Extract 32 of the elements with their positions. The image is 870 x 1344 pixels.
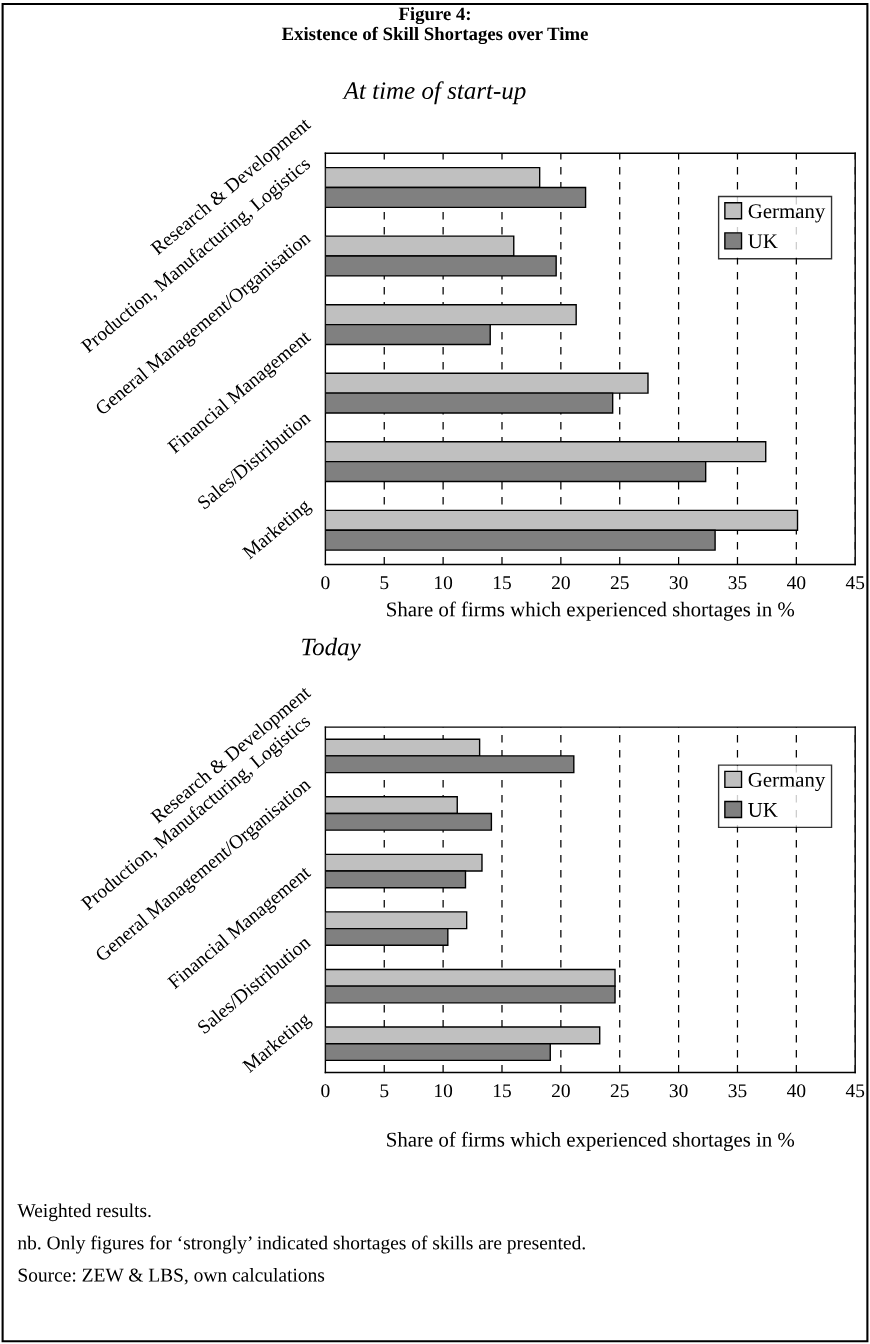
text: nb. Only figures for ‘strongly’ indicated shortages of skills are presented. <box>17 1235 585 1254</box>
x-tick-label: 0 <box>321 1084 330 1098</box>
x-tick-label: 30 <box>669 1084 688 1098</box>
source-note: Source: ZEW & LBS, own calculations <box>18 1267 325 1285</box>
x-tick-label: 30 <box>669 576 688 590</box>
chart-subtitle: At time of start-up <box>342 81 526 105</box>
x-axis-title: Share of firms which experienced shortages in % <box>387 601 795 621</box>
text: Weighted results. <box>17 1203 151 1222</box>
x-tick-label: 20 <box>551 1084 570 1098</box>
legend-label: UK <box>748 803 778 817</box>
chart-title: Figure 4: Existence of Skill Shortages over Time <box>281 6 588 45</box>
x-tick-label: 15 <box>493 1084 511 1098</box>
x-tick-label: 15 <box>493 576 511 590</box>
chart-title: Today <box>302 637 361 661</box>
x-tick-label: 40 <box>787 576 806 590</box>
x-tick-label: 35 <box>728 576 747 590</box>
legend-label: Germany <box>748 204 826 223</box>
x-tick-label: 25 <box>610 576 629 590</box>
x-tick-label: 5 <box>380 576 389 590</box>
x-axis-title: Share of firms which experienced shortages in % <box>387 1131 795 1151</box>
x-tick-label: 25 <box>610 1084 629 1098</box>
legend-label: UK <box>748 234 778 249</box>
x-tick-label: 45 <box>845 576 865 590</box>
x-tick-label: 45 <box>845 1084 865 1098</box>
x-tick-label: 10 <box>435 576 453 590</box>
x-tick-label: 10 <box>435 1084 453 1098</box>
x-tick-label: 0 <box>321 576 330 590</box>
x-tick-label: 35 <box>728 1084 747 1098</box>
x-tick-label: 20 <box>551 576 570 590</box>
x-tick-label: 5 <box>380 1084 389 1098</box>
x-tick-label: 40 <box>787 1084 806 1098</box>
legend-label: Germany <box>748 772 826 792</box>
